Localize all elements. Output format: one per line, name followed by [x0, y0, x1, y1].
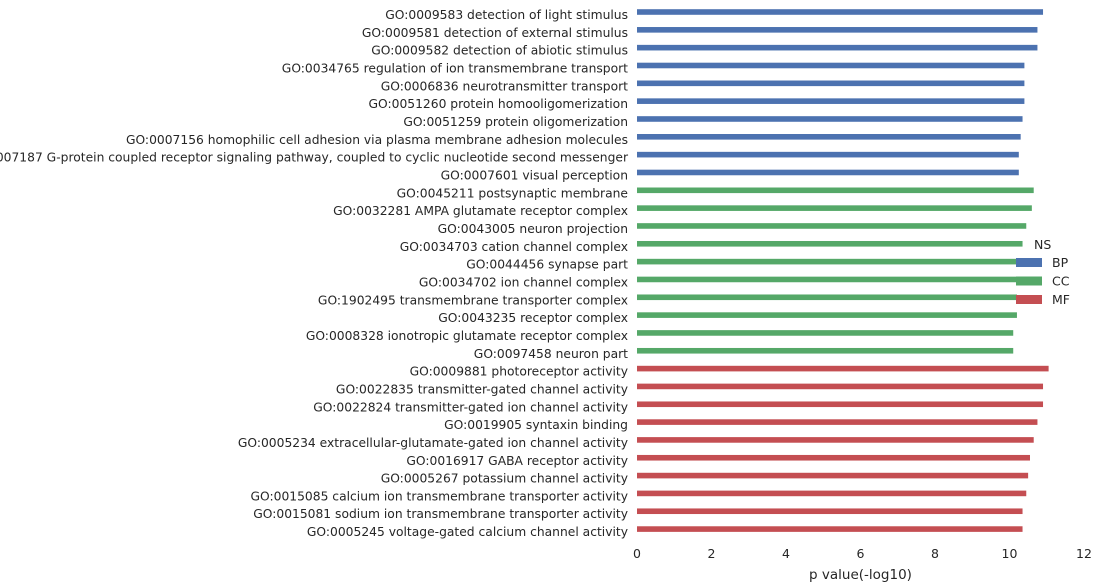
bar-bp-3 [637, 44, 1038, 51]
bar-cc-18 [637, 312, 1017, 318]
x-tick-label: 8 [931, 546, 939, 561]
x-tick-label: 2 [708, 546, 716, 561]
category-label: GO:0044456 synapse part [466, 258, 628, 272]
x-tick-label: 4 [782, 546, 790, 561]
bar-cc-13 [637, 223, 1027, 229]
category-label: GO:0007601 visual perception [441, 168, 628, 182]
x-axis-title: p value(-log10) [809, 567, 912, 583]
category-labels: GO:0009583 detection of light stimulus GO… [0, 8, 629, 539]
legend-swatch-bp [1016, 258, 1042, 267]
legend-label-cc: CC [1052, 274, 1070, 289]
bar-bp-2 [637, 27, 1038, 33]
bar-mf-24 [637, 419, 1038, 425]
category-label: GO:0034703 cation channel complex [400, 240, 628, 254]
category-label: GO:0008328 ionotropic glutamate receptor… [306, 329, 628, 343]
x-tick-label: 10 [1002, 546, 1018, 561]
x-tick-label: 6 [857, 546, 865, 561]
category-label: GO:0005245 voltage-gated calcium channel… [307, 525, 628, 539]
category-label: GO:0009881 photoreceptor activity [410, 365, 628, 379]
x-tick-label: 12 [1076, 546, 1092, 561]
bar-cc-11 [637, 187, 1034, 194]
bar-cc-19 [637, 330, 1014, 336]
bar-mf-25 [637, 437, 1034, 443]
category-label: GO:0051260 protein homooligomerization [369, 97, 629, 111]
bar-cc-14 [637, 240, 1023, 247]
category-label: GO:0051259 protein oligomerization [403, 115, 628, 129]
x-axis-ticks: 0 2 4 6 8 10 12 [633, 546, 1092, 561]
category-label: GO:0034702 ion channel complex [419, 275, 628, 289]
legend-label-mf: MF [1052, 292, 1070, 307]
legend-swatch-mf [1016, 295, 1042, 304]
bar-bp-7 [637, 116, 1023, 122]
category-label: GO:0097458 neuron part [474, 347, 628, 361]
bar-cc-20 [637, 347, 1014, 354]
bar-mf-30 [637, 526, 1023, 532]
category-label: GO:0007187 G-protein coupled receptor si… [0, 151, 629, 165]
category-label: GO:0022824 transmitter-gated ion channel… [313, 400, 628, 414]
category-label: GO:0015081 sodium ion transmembrane tran… [253, 507, 628, 521]
bar-cc-12 [637, 205, 1032, 211]
bar-bp-8 [637, 134, 1021, 140]
category-label: GO:0005234 extracellular-glutamate-gated… [238, 436, 628, 450]
bars-layer [637, 9, 1049, 532]
bar-mf-21 [637, 365, 1049, 372]
category-label: GO:0043005 neuron projection [438, 222, 628, 236]
bar-cc-16 [637, 276, 1019, 283]
bar-cc-15 [637, 258, 1021, 265]
category-label: GO:0016917 GABA receptor activity [406, 454, 628, 468]
bar-bp-10 [637, 169, 1019, 176]
category-label: GO:0006836 neurotransmitter transport [381, 79, 628, 93]
category-label: GO:0032281 AMPA glutamate receptor compl… [333, 204, 628, 218]
category-label: GO:0043235 receptor complex [438, 311, 628, 325]
category-label: GO:0007156 homophilic cell adhesion via … [126, 133, 628, 147]
category-label: GO:0009582 detection of abiotic stimulus [371, 44, 628, 58]
bar-mf-23 [637, 401, 1044, 408]
bar-mf-22 [637, 383, 1044, 390]
category-label: GO:0009581 detection of external stimulu… [362, 26, 628, 40]
legend-label-bp: BP [1052, 255, 1069, 270]
legend-title: NS [1034, 237, 1051, 252]
bar-bp-5 [637, 80, 1025, 87]
category-label: GO:0009583 detection of light stimulus [385, 8, 628, 22]
category-label: GO:0015085 calcium ion transmembrane tra… [251, 489, 629, 503]
category-label: GO:0005267 potassium channel activity [381, 472, 628, 486]
bar-bp-1 [637, 9, 1044, 15]
legend-swatch-cc [1016, 276, 1042, 286]
bar-mf-29 [637, 508, 1023, 515]
bar-bp-9 [637, 151, 1019, 158]
legend-entries: BP CC MF [1016, 255, 1070, 307]
category-label: GO:0019905 syntaxin binding [444, 418, 628, 432]
category-label: GO:1902495 transmembrane transporter com… [318, 293, 628, 307]
bar-mf-27 [637, 472, 1029, 479]
category-label: GO:0034765 regulation of ion transmembra… [282, 61, 628, 75]
bar-bp-4 [637, 62, 1025, 69]
bar-bp-6 [637, 98, 1025, 104]
category-label: GO:0022835 transmitter-gated channel act… [336, 382, 628, 396]
bar-mf-28 [637, 490, 1027, 497]
category-label: GO:0045211 postsynaptic membrane [397, 186, 628, 200]
legend: NS BP CC MF [1016, 237, 1070, 307]
bar-cc-17 [637, 294, 1017, 301]
x-tick-label: 0 [633, 546, 641, 561]
bar-mf-26 [637, 454, 1030, 461]
